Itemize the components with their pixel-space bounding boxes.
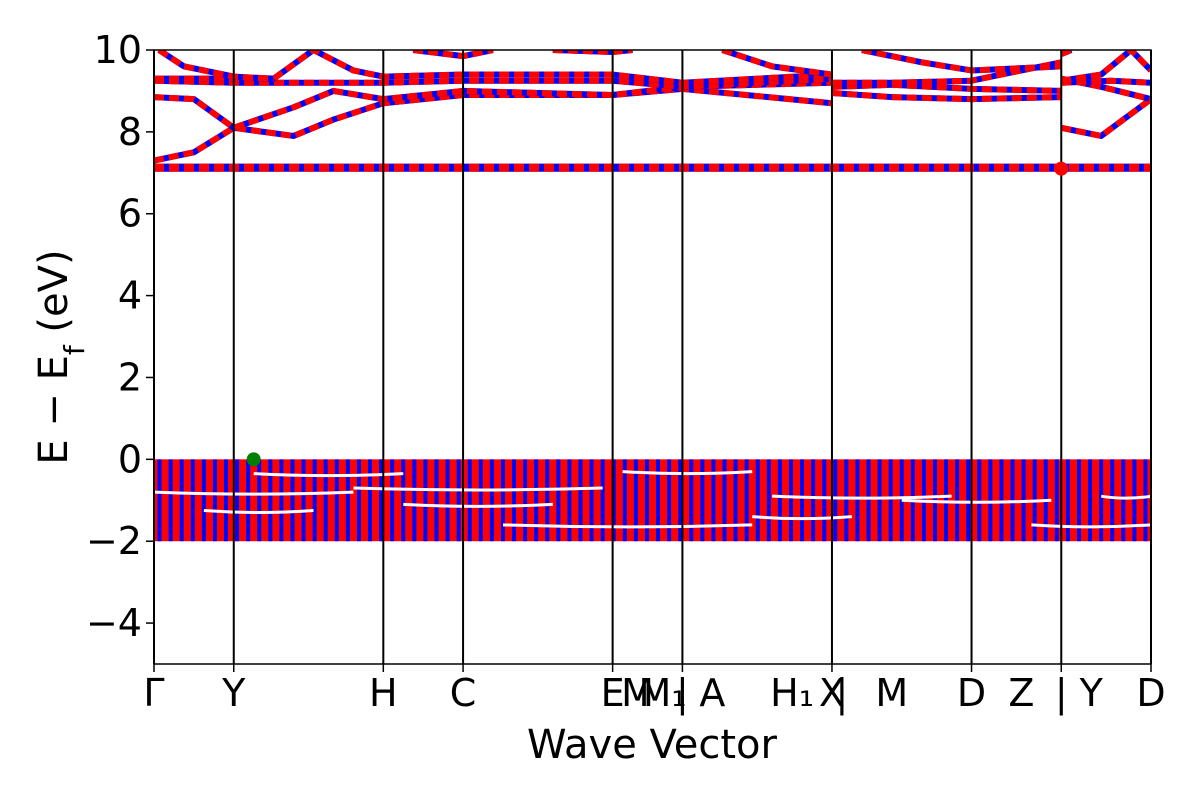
x-axis-label: Wave Vector bbox=[527, 722, 778, 768]
x-tick-label: Y bbox=[1079, 671, 1104, 715]
y-tick-label: 0 bbox=[118, 437, 142, 481]
band-gap-line bbox=[752, 515, 853, 521]
cbm-marker bbox=[1054, 161, 1069, 176]
x-tick-label: X bbox=[819, 671, 845, 715]
x-tick-label: M₁ bbox=[638, 671, 686, 715]
conduction-band-11-dashed bbox=[831, 89, 1062, 103]
x-tick-label: A bbox=[699, 671, 725, 715]
conduction-band-9-dashed bbox=[721, 50, 833, 78]
x-tick-label: E bbox=[601, 671, 625, 715]
x-tick-label: M bbox=[621, 671, 654, 715]
x-tick-label: | bbox=[1055, 671, 1068, 716]
extrema-markers bbox=[246, 161, 1069, 467]
x-tick-label: Z bbox=[1008, 671, 1034, 715]
y-tick-label: 4 bbox=[118, 274, 142, 318]
x-tick-label: Γ bbox=[143, 671, 164, 715]
conduction-band-6-solid bbox=[157, 50, 274, 82]
conduction-band-13-dashed bbox=[861, 50, 1062, 74]
band-gap-line bbox=[622, 470, 753, 476]
y-tick-label: 8 bbox=[118, 110, 142, 154]
band-gap-line bbox=[1031, 523, 1151, 529]
x-tick-label: | bbox=[676, 671, 689, 716]
x-tick-label: C bbox=[450, 671, 477, 715]
y-tick-label: 6 bbox=[118, 192, 142, 236]
band-gap-line bbox=[502, 523, 753, 529]
y-tick-label: −2 bbox=[86, 519, 142, 563]
y-tick-label: −4 bbox=[86, 601, 142, 645]
y-axis-label: E − Ef (eV) bbox=[31, 249, 91, 464]
vbm-marker bbox=[246, 452, 261, 467]
plot-area bbox=[154, 50, 1151, 542]
x-tick-label: D bbox=[957, 671, 986, 715]
band-gap-line bbox=[1100, 494, 1151, 500]
conduction-band-14-dashed bbox=[1060, 96, 1151, 139]
band-gap-line bbox=[403, 502, 553, 508]
y-axis-ticks: −4 −2 0 2 4 6 8 10 bbox=[86, 28, 154, 645]
band-gap-line bbox=[353, 486, 603, 492]
x-tick-label: D bbox=[1136, 671, 1165, 715]
plot-frame bbox=[153, 49, 1152, 665]
y-tick-label: 10 bbox=[94, 28, 142, 72]
band-gap-line bbox=[154, 490, 354, 496]
x-tick-label: M bbox=[875, 671, 908, 715]
conduction-band-3-dashed bbox=[154, 79, 833, 131]
conduction-band-2-dashed bbox=[154, 85, 833, 164]
x-tick-label: H bbox=[369, 671, 398, 715]
band-gap-line bbox=[901, 498, 1052, 504]
conduction-band-17-dashed bbox=[1060, 50, 1151, 84]
conduction-band-12-dashed bbox=[831, 59, 1062, 86]
conduction-band-16-dashed bbox=[1061, 77, 1151, 86]
band-gap-line bbox=[253, 472, 404, 478]
x-tick-label: | bbox=[836, 671, 849, 716]
y-tick-label: 2 bbox=[118, 355, 142, 399]
conduction-band-10-dashed bbox=[831, 81, 1062, 94]
x-tick-label: H₁ bbox=[770, 671, 814, 715]
x-tick-label: Y bbox=[221, 671, 246, 715]
band-gap-line bbox=[203, 509, 314, 514]
band-gap-line bbox=[772, 494, 952, 500]
